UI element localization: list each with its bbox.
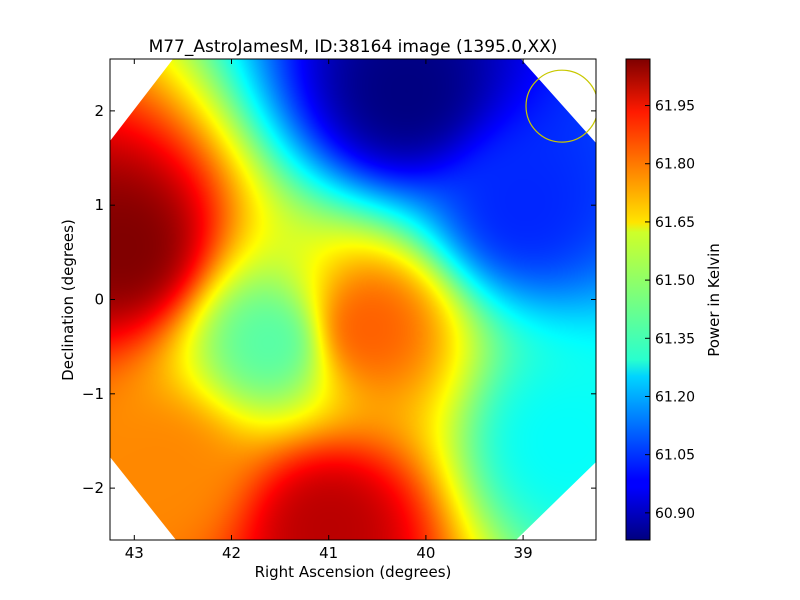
x-tick-label: 41 [319, 544, 338, 562]
colorbar-frame [625, 58, 651, 541]
colorbar-ticks: 60.90 61.05 61.20 61.35 61.50 61.65 61.80 61.95 [645, 99, 695, 522]
colorbar-tick-label: 61.20 [655, 389, 695, 405]
masked-corner-top-right [521, 59, 596, 143]
masked-corner-bottom-right [516, 462, 596, 540]
x-tick-label: 40 [416, 544, 435, 562]
plot-area [109, 58, 597, 541]
y-tick-label: 0 [94, 291, 104, 309]
colorbar-tick-label: 61.80 [655, 157, 695, 173]
masked-corner-top-left [110, 59, 173, 141]
x-axis-label: Right Ascension (degrees) [255, 563, 452, 581]
colorbar-tick-label: 61.05 [655, 448, 695, 464]
y-tick-label: −1 [82, 385, 104, 403]
x-axis: 43 42 41 40 39 [125, 59, 533, 562]
x-tick-label: 42 [222, 544, 241, 562]
colorbar-tick-label: 61.95 [655, 99, 695, 115]
masked-corner-bottom-left [110, 457, 176, 540]
colorbar-gradient [626, 59, 650, 540]
y-tick-label: −2 [82, 479, 104, 497]
beam-circle [525, 69, 596, 143]
colorbar-label: Power in Kelvin [705, 243, 723, 357]
y-tick-label: 1 [94, 196, 104, 214]
colorbar-tick-label: 61.35 [655, 331, 695, 347]
colorbar-tick-label: 60.90 [655, 506, 695, 522]
colorbar-tick-label: 61.65 [655, 215, 695, 231]
chart-title: M77_AstroJamesM, ID:38164 image (1395.0,… [149, 37, 558, 57]
colorbar-tick-label: 61.50 [655, 273, 695, 289]
colorbar: 60.90 61.05 61.20 61.35 61.50 61.65 61.80 61.95 [625, 58, 695, 541]
y-axis-label: Declination (degrees) [59, 219, 77, 381]
heatmap [110, 59, 596, 540]
x-tick-label: 39 [514, 544, 533, 562]
y-axis: 2 1 0 −1 −2 [82, 102, 596, 497]
y-tick-label: 2 [94, 102, 104, 120]
x-tick-label: 43 [125, 544, 144, 562]
